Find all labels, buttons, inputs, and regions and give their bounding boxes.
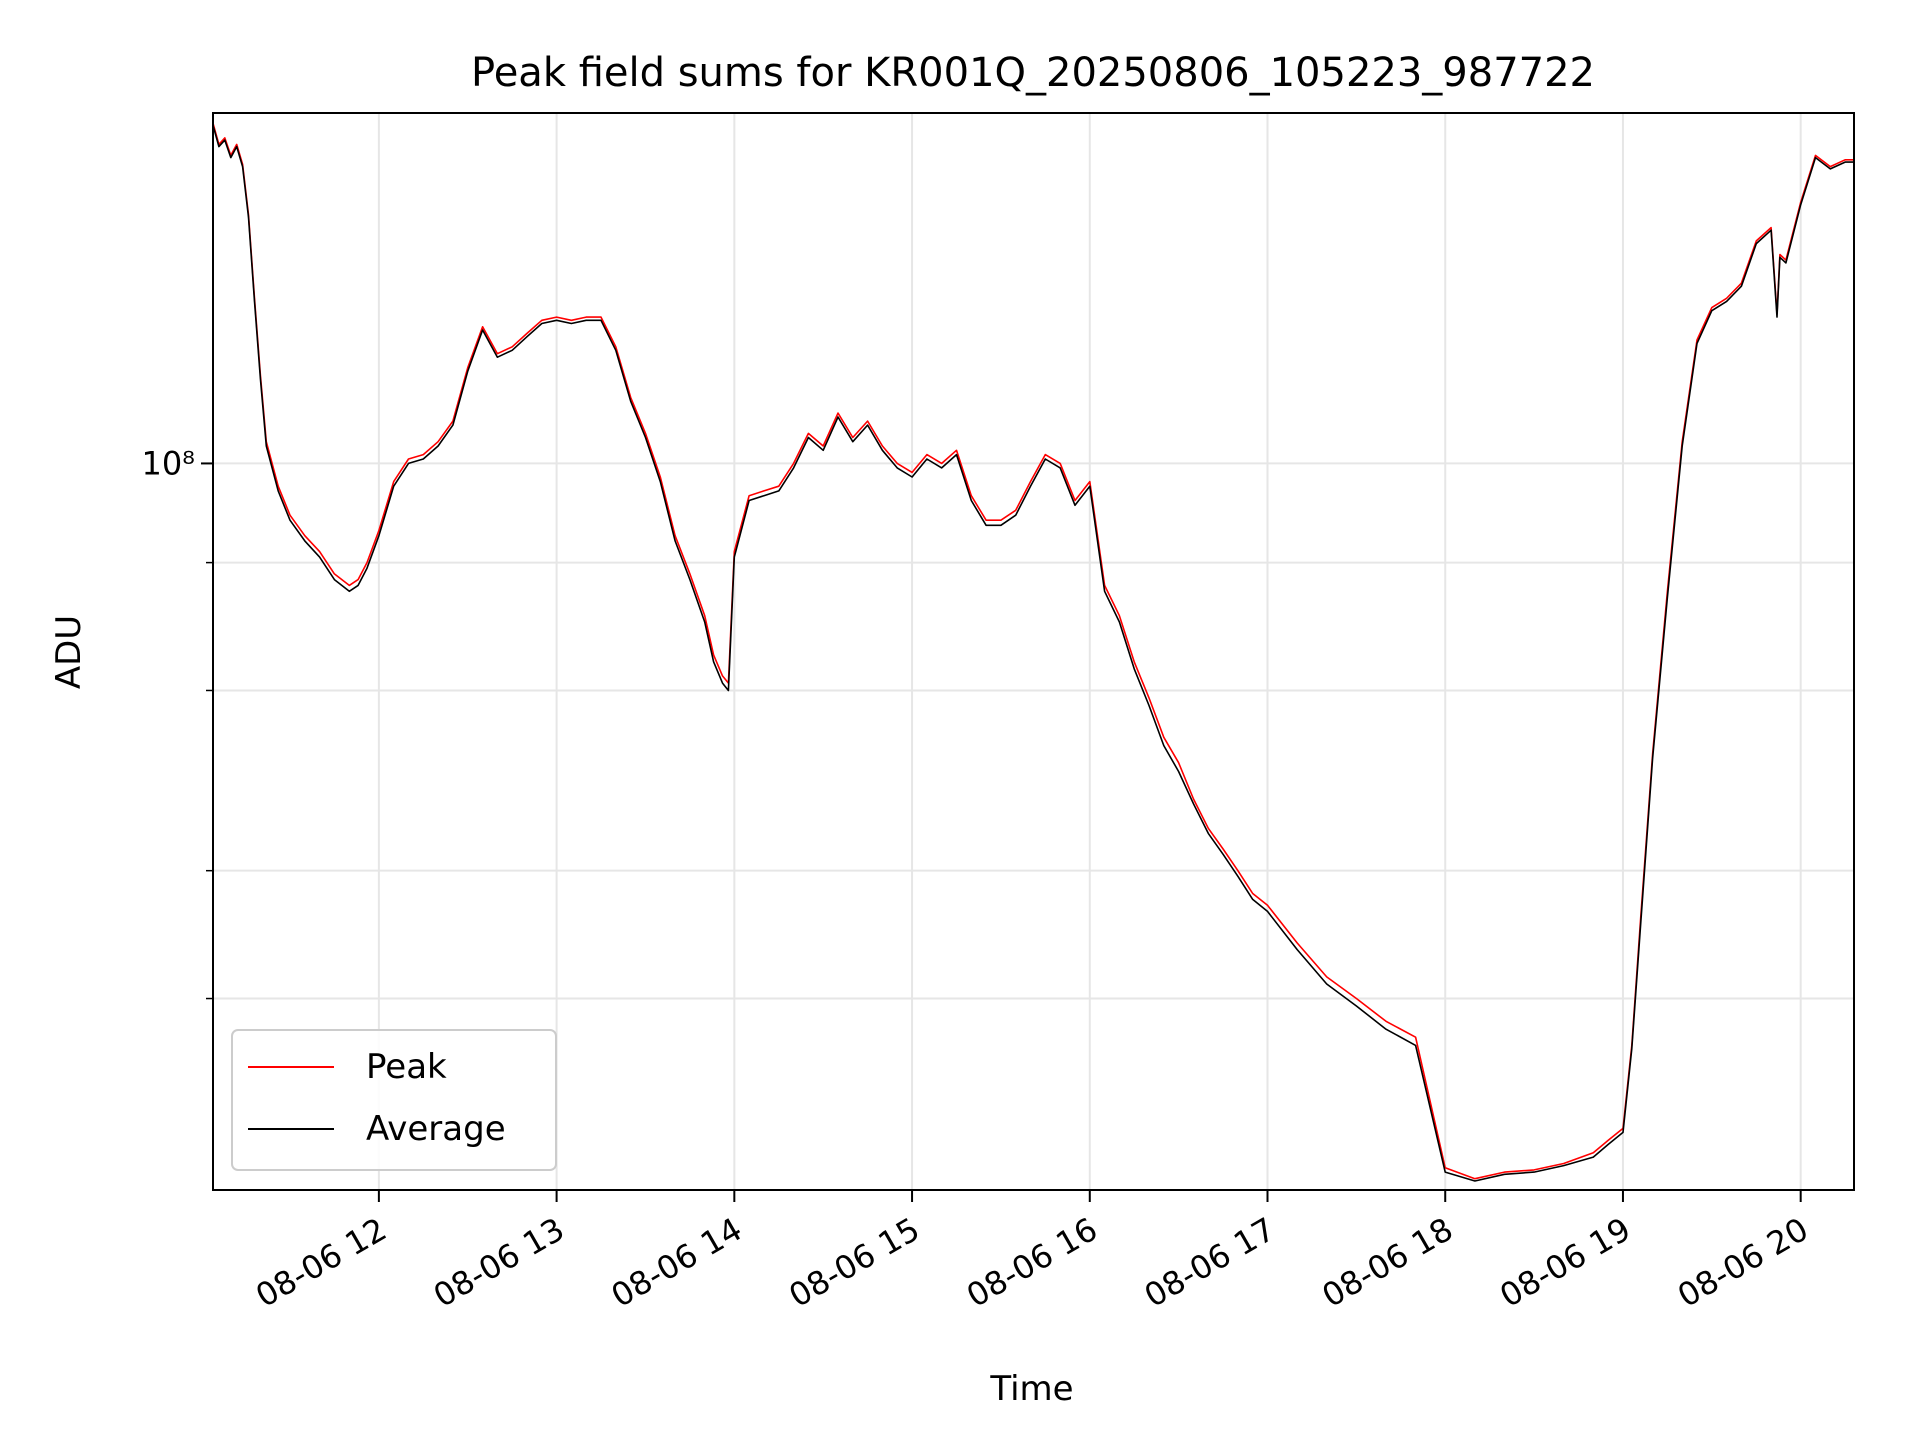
y-ticks: 10⁸ [141, 444, 213, 1000]
chart-title: Peak field sums for KR001Q_20250806_1052… [471, 50, 1595, 96]
legend-box [231, 1029, 557, 1171]
x-axis-label: Time [989, 1369, 1073, 1409]
grid [213, 113, 1854, 1190]
series-line-average [212, 125, 1854, 1182]
legend: Peak Average [231, 1029, 557, 1171]
y-axis-label: ADU [49, 615, 89, 689]
series-layer [212, 122, 1854, 1182]
plot-frame [212, 112, 1855, 1191]
legend-label-average: Average [366, 1109, 506, 1149]
legend-label-peak: Peak [366, 1047, 447, 1087]
y-tick-label: 10⁸ [141, 444, 195, 482]
